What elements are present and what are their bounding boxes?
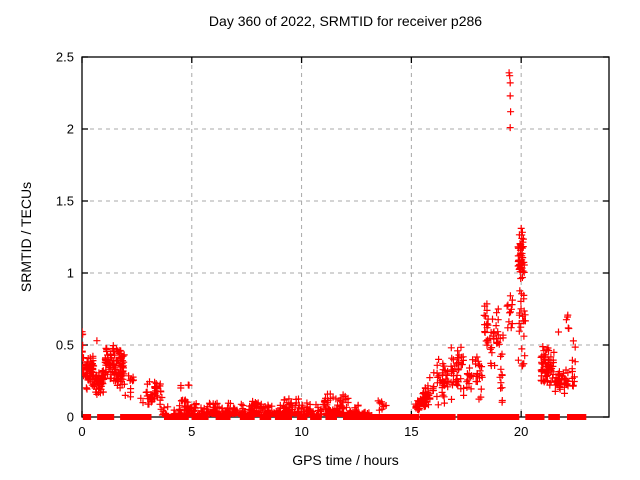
zero-line-points xyxy=(573,414,587,420)
y-tick-label: 0 xyxy=(67,410,74,425)
zero-line-points xyxy=(396,414,420,420)
zero-line-points xyxy=(445,414,456,420)
data-points xyxy=(82,69,579,417)
zero-line-points xyxy=(457,414,476,420)
zero-line-points xyxy=(548,414,560,420)
zero-line-points xyxy=(383,414,399,420)
zero-line-points xyxy=(435,414,447,420)
zero-line-points xyxy=(103,414,115,420)
zero-line-points xyxy=(484,414,493,420)
zero-line-points xyxy=(97,414,108,420)
x-tick-label: 5 xyxy=(188,424,195,439)
zero-line-points xyxy=(164,414,189,420)
x-axis-label: GPS time / hours xyxy=(292,452,399,468)
zero-line-points xyxy=(532,414,545,420)
zero-line-points xyxy=(259,414,272,420)
zero-line-points xyxy=(567,414,576,420)
zero-line-points xyxy=(131,414,142,420)
y-tick-label: 1.5 xyxy=(56,194,74,209)
chart-title: Day 360 of 2022, SRMTID for receiver p28… xyxy=(208,13,483,29)
zero-line-points xyxy=(120,414,133,420)
zero-line-points xyxy=(137,414,152,420)
x-tick-label: 10 xyxy=(294,424,308,439)
zero-line-points xyxy=(509,414,520,420)
y-tick-label: 0.5 xyxy=(56,338,74,353)
zero-line-points xyxy=(359,414,374,420)
y-tick-label: 2.5 xyxy=(56,50,74,65)
zero-line-points xyxy=(215,414,231,420)
zero-line-points xyxy=(498,414,508,420)
y-tick-label: 2 xyxy=(67,122,74,137)
x-tick-label: 20 xyxy=(514,424,528,439)
x-tick-label: 0 xyxy=(78,424,85,439)
x-tick-label: 15 xyxy=(404,424,418,439)
zero-line-points xyxy=(82,414,92,420)
zero-line-points xyxy=(504,414,514,420)
zero-line-points xyxy=(525,414,536,420)
zero-line-points xyxy=(490,414,500,420)
plot-border xyxy=(81,56,610,418)
zero-line-points xyxy=(371,414,386,420)
y-tick-label: 1 xyxy=(67,266,74,281)
zero-line-points xyxy=(419,414,437,420)
zero-line-points xyxy=(474,414,486,420)
